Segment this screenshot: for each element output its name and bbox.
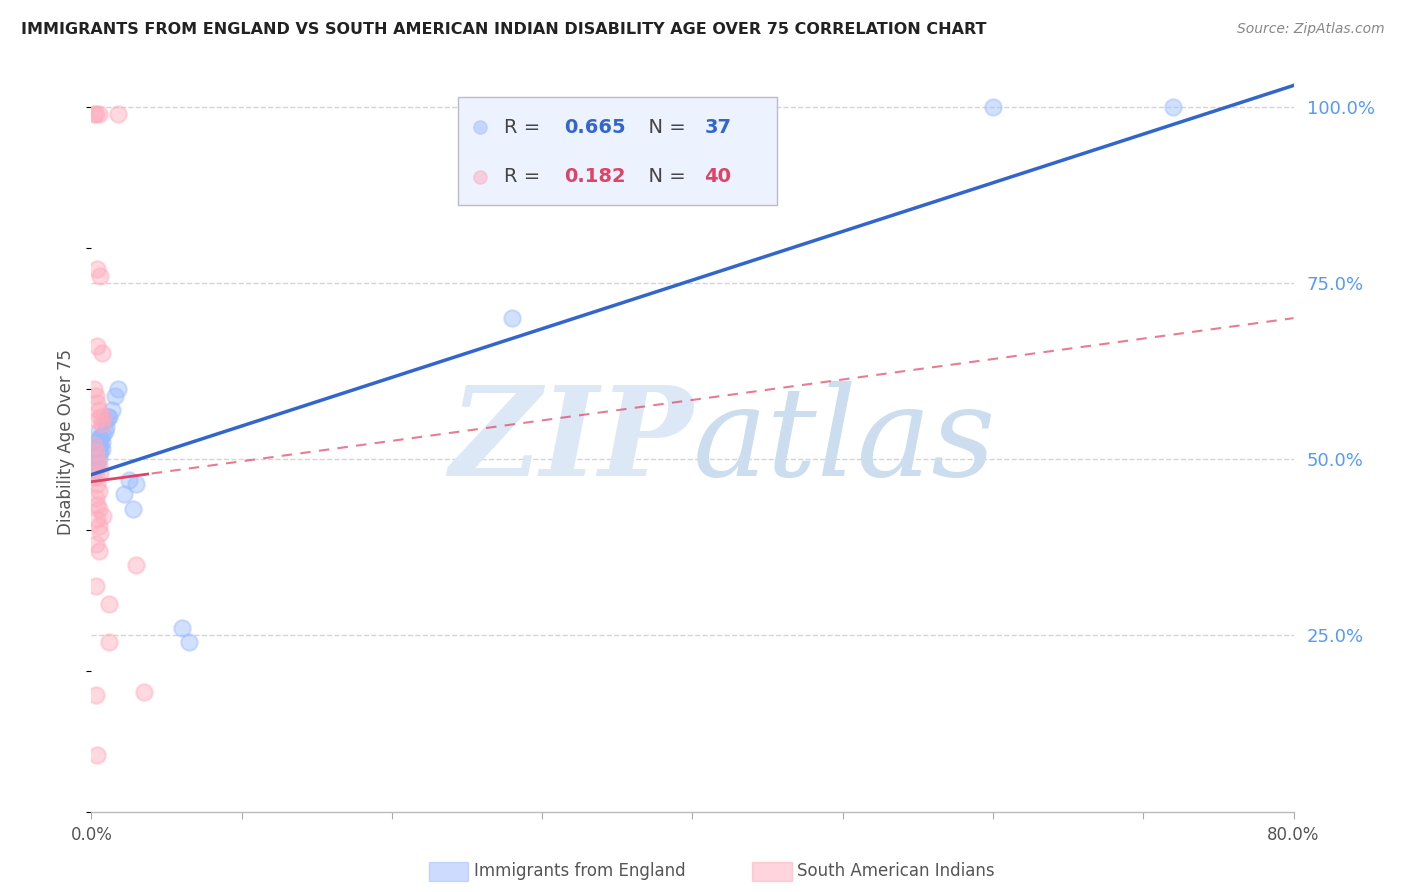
Text: 37: 37 — [704, 118, 731, 136]
Text: N =: N = — [636, 118, 692, 136]
Text: R =: R = — [503, 118, 546, 136]
Point — [87, 431, 110, 445]
Text: N =: N = — [636, 167, 692, 186]
Text: 0.665: 0.665 — [564, 118, 626, 136]
Point — [96, 420, 118, 434]
Point — [90, 442, 112, 456]
Point — [84, 389, 107, 403]
Point — [90, 346, 112, 360]
Point — [90, 417, 112, 431]
Point — [90, 434, 112, 449]
Point — [84, 445, 107, 459]
Point — [1161, 100, 1184, 114]
Point — [86, 442, 108, 456]
Point — [86, 476, 108, 491]
Text: South American Indians: South American Indians — [797, 863, 995, 880]
Point — [87, 424, 110, 438]
Point — [87, 452, 110, 467]
Text: Immigrants from England: Immigrants from England — [474, 863, 686, 880]
Point — [86, 261, 108, 276]
Point — [84, 537, 107, 551]
Point — [86, 413, 108, 427]
Point — [89, 526, 111, 541]
Point — [83, 463, 105, 477]
Point — [93, 427, 115, 442]
Point — [87, 544, 110, 558]
Point — [89, 467, 111, 481]
Text: ZIP: ZIP — [449, 381, 692, 502]
Point — [86, 396, 108, 410]
Text: 0.182: 0.182 — [564, 167, 626, 186]
Point — [89, 438, 111, 452]
Point — [97, 409, 120, 424]
Point — [132, 685, 155, 699]
Point — [83, 106, 105, 120]
Point — [125, 558, 148, 572]
Point — [89, 268, 111, 283]
Point — [107, 382, 129, 396]
Point — [114, 487, 136, 501]
Point — [86, 498, 108, 512]
Point — [86, 434, 108, 449]
Text: atlas: atlas — [692, 381, 995, 502]
Text: IMMIGRANTS FROM ENGLAND VS SOUTH AMERICAN INDIAN DISABILITY AGE OVER 75 CORRELAT: IMMIGRANTS FROM ENGLAND VS SOUTH AMERICA… — [21, 22, 987, 37]
Point — [89, 409, 111, 424]
Y-axis label: Disability Age Over 75: Disability Age Over 75 — [58, 349, 76, 534]
Point — [93, 508, 115, 523]
Point — [84, 689, 107, 703]
Point — [89, 445, 111, 459]
Point — [89, 431, 111, 445]
Point — [86, 449, 108, 463]
Point — [170, 621, 193, 635]
Point — [104, 389, 127, 403]
Point — [93, 409, 115, 424]
Point — [82, 470, 104, 484]
Point — [87, 459, 110, 474]
Point — [87, 445, 110, 459]
Point — [87, 519, 110, 533]
Point — [87, 438, 110, 452]
Text: 40: 40 — [704, 167, 731, 186]
Point — [107, 106, 129, 120]
Point — [86, 748, 108, 763]
Point — [84, 579, 107, 593]
Point — [98, 597, 121, 611]
Point — [565, 153, 588, 167]
Text: Source: ZipAtlas.com: Source: ZipAtlas.com — [1237, 22, 1385, 37]
Point — [84, 459, 107, 474]
Point — [101, 402, 124, 417]
Point — [177, 635, 200, 649]
Point — [122, 501, 145, 516]
Point — [94, 424, 117, 438]
Point — [96, 413, 118, 427]
Point — [84, 445, 107, 459]
Point — [87, 501, 110, 516]
Point — [87, 106, 110, 120]
Point — [87, 483, 110, 498]
Point — [981, 100, 1004, 114]
Point — [118, 473, 141, 487]
Point — [501, 311, 523, 326]
Point — [86, 512, 108, 526]
Point — [84, 106, 107, 120]
Point — [565, 200, 588, 214]
Point — [83, 438, 105, 452]
Text: R =: R = — [503, 167, 546, 186]
Point — [98, 635, 121, 649]
Point — [86, 452, 108, 467]
Point — [86, 339, 108, 353]
Point — [125, 476, 148, 491]
Point — [86, 456, 108, 470]
FancyBboxPatch shape — [458, 97, 776, 204]
Point — [87, 402, 110, 417]
Point — [84, 470, 107, 484]
Point — [84, 491, 107, 505]
Point — [84, 452, 107, 467]
Point — [98, 409, 121, 424]
Point — [83, 382, 105, 396]
